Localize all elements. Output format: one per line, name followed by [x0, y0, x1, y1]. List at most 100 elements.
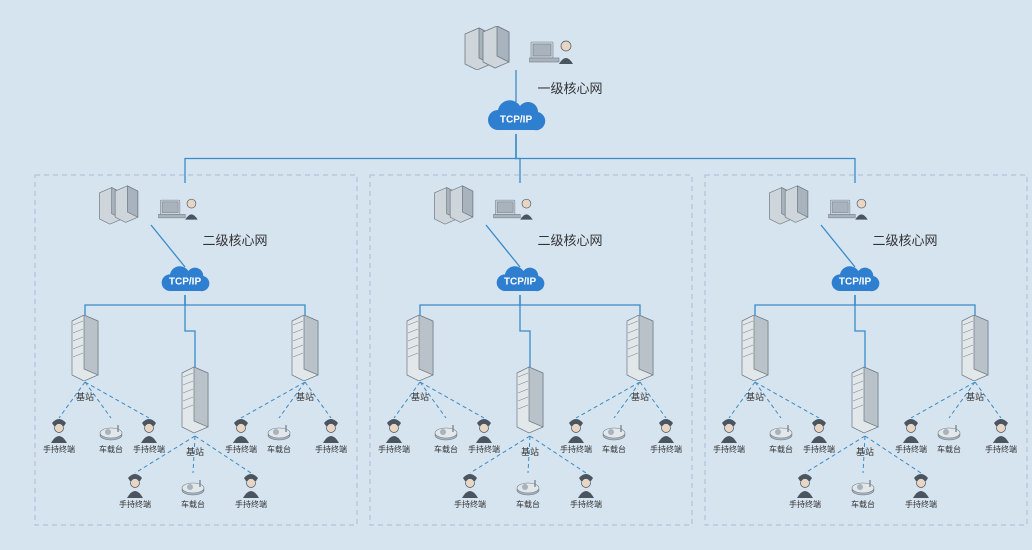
person-icon: [48, 417, 70, 443]
handheld-label: 手持终端: [468, 444, 500, 455]
wired-link: [855, 295, 975, 315]
radio-icon: [936, 423, 962, 441]
handheld-label: 手持终端: [570, 499, 602, 510]
person-icon: [240, 472, 262, 498]
base-station-label: 基站: [856, 445, 874, 458]
base-station-label: 基站: [411, 390, 429, 403]
vehicle-label: 车载台: [516, 499, 540, 510]
rack-icon: [960, 315, 990, 381]
radio-icon: [515, 478, 541, 496]
radio-icon: [850, 478, 876, 496]
workstation-user-icon: [828, 193, 870, 225]
wired-link: [855, 295, 865, 367]
handheld-label: 手持终端: [225, 444, 257, 455]
handheld-label: 手持终端: [43, 444, 75, 455]
server-pair-icon: [766, 185, 820, 225]
diagram-stage: 一级核心网 TCP/IP 二级核心网 TCP/IP 基站 基站: [0, 0, 1032, 550]
base-station-label: 基站: [186, 445, 204, 458]
person-icon: [230, 417, 252, 443]
vehicle-label: 车载台: [769, 444, 793, 455]
handheld-label: 手持终端: [905, 499, 937, 510]
rack-icon: [740, 315, 770, 381]
wired-link: [420, 295, 520, 315]
handheld-label: 手持终端: [235, 499, 267, 510]
rack-icon: [850, 363, 880, 437]
cloud-label: TCP/IP: [504, 277, 536, 288]
workstation-user-icon: [158, 193, 200, 225]
wireless-link: [420, 382, 484, 418]
rack-icon: [405, 315, 435, 381]
workstation-user-icon: [529, 34, 575, 70]
handheld-label: 手持终端: [133, 444, 165, 455]
wired-link: [185, 134, 516, 183]
base-station-label: 基站: [521, 445, 539, 458]
radio-icon: [266, 423, 292, 441]
handheld-label: 手持终端: [803, 444, 835, 455]
server-pair-icon: [461, 26, 523, 70]
wired-link: [821, 225, 855, 267]
rack-icon: [290, 315, 320, 381]
handheld-label: 手持终端: [560, 444, 592, 455]
handheld-label: 手持终端: [713, 444, 745, 455]
person-icon: [910, 472, 932, 498]
workstation-user-icon: [493, 193, 535, 225]
base-station-label: 基站: [76, 390, 94, 403]
rack-icon: [515, 363, 545, 437]
radio-icon: [98, 423, 124, 441]
handheld-label: 手持终端: [454, 499, 486, 510]
core-level2-label: 二级核心网: [537, 230, 602, 249]
person-icon: [459, 472, 481, 498]
radio-icon: [601, 423, 627, 441]
cloud-label: TCP/IP: [169, 277, 201, 288]
wireless-link: [85, 382, 149, 418]
vehicle-label: 车载台: [267, 444, 291, 455]
person-icon: [565, 417, 587, 443]
person-icon: [808, 417, 830, 443]
server-pair-icon: [431, 185, 485, 225]
cloud-label: TCP/IP: [500, 115, 532, 126]
wired-link: [520, 295, 530, 367]
person-icon: [383, 417, 405, 443]
person-icon: [124, 472, 146, 498]
base-station-label: 基站: [746, 390, 764, 403]
handheld-label: 手持终端: [650, 444, 682, 455]
person-icon: [718, 417, 740, 443]
radio-icon: [433, 423, 459, 441]
wired-link: [85, 295, 185, 315]
radio-icon: [180, 478, 206, 496]
wired-link: [185, 295, 305, 315]
person-icon: [473, 417, 495, 443]
person-icon: [655, 417, 677, 443]
wired-link: [755, 295, 855, 315]
vehicle-label: 车载台: [937, 444, 961, 455]
vehicle-label: 车载台: [602, 444, 626, 455]
core-level2-label: 二级核心网: [872, 230, 937, 249]
cloud-label: TCP/IP: [839, 277, 871, 288]
vehicle-label: 车载台: [851, 499, 875, 510]
wireless-link: [755, 382, 819, 418]
wired-link: [185, 295, 195, 367]
base-station-label: 基站: [966, 390, 984, 403]
core-level1-label: 一级核心网: [537, 78, 602, 97]
rack-icon: [70, 315, 100, 381]
handheld-label: 手持终端: [378, 444, 410, 455]
handheld-label: 手持终端: [895, 444, 927, 455]
handheld-label: 手持终端: [315, 444, 347, 455]
rack-icon: [180, 363, 210, 437]
wired-link: [516, 134, 855, 183]
radio-icon: [768, 423, 794, 441]
person-icon: [900, 417, 922, 443]
wired-link: [520, 295, 640, 315]
handheld-label: 手持终端: [119, 499, 151, 510]
person-icon: [320, 417, 342, 443]
person-icon: [575, 472, 597, 498]
vehicle-label: 车载台: [181, 499, 205, 510]
base-station-label: 基站: [296, 390, 314, 403]
person-icon: [138, 417, 160, 443]
wired-link: [486, 225, 520, 267]
server-pair-icon: [96, 185, 150, 225]
vehicle-label: 车载台: [99, 444, 123, 455]
handheld-label: 手持终端: [789, 499, 821, 510]
handheld-label: 手持终端: [985, 444, 1017, 455]
person-icon: [990, 417, 1012, 443]
